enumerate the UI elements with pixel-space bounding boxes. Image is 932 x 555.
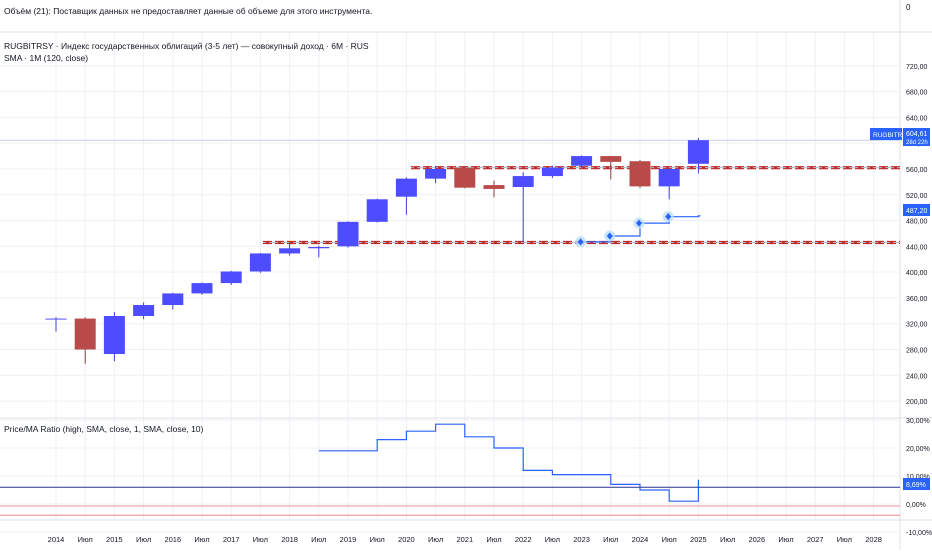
sma-marker [577,238,584,246]
candle-body [220,271,242,284]
volume-scale-value: 0 [906,3,911,12]
x-tick-label: Июл [136,535,151,544]
candle-body [454,167,476,188]
y-tick-label: 440,00 [906,244,928,251]
sma-marker [636,219,642,227]
candle-body [541,167,563,177]
y-tick-label: 240,00 [906,373,928,380]
candle-body [395,178,417,197]
x-tick-label: Июл [662,535,677,544]
ratio-tag-value: 8,69% [906,482,926,489]
main-title: RUGBITRSY · Индекс государственных облиг… [4,41,369,51]
grid [0,32,900,533]
x-tick-label: 2016 [164,535,181,544]
x-tick-label: 2027 [807,535,824,544]
candle-body [308,246,330,249]
x-tick-label: Июл [311,535,326,544]
ratio-label: Price/MA Ratio (high, SMA, close, 1, SMA… [4,424,204,434]
x-tick-label: 2025 [690,535,707,544]
y-tick-label: 680,00 [906,90,928,97]
y-tick-label: 20,00% [906,446,930,453]
y-tick-label: -10,00% [906,530,932,537]
ratio-y-axis[interactable]: 30,00% 20,00% 10,00% 0,00% -10,00% [906,418,932,537]
candle-body [279,248,301,254]
x-tick-label: 2019 [340,535,357,544]
candle-body [45,318,67,320]
y-tick-label: 480,00 [906,219,928,226]
y-tick-label: 320,00 [906,322,928,329]
x-tick-label: Июл [778,535,793,544]
candle-body [425,168,447,179]
candle-body [658,168,680,187]
candle-body [74,318,96,350]
candle-body [337,221,359,247]
x-tick-label: 2018 [281,535,298,544]
x-tick-label: 2026 [748,535,765,544]
candle-body [600,156,622,162]
x-tick-label: 2020 [398,535,415,544]
time-axis[interactable]: 2014 Июл 2015 Июл 2016 Июл 2017 Июл 2018 Июл 2019 И… [48,535,882,544]
x-tick-label: 2024 [632,535,649,544]
price-tag-symbol: RUGBITRSY [873,132,912,139]
main-y-axis[interactable]: 720,00680,00640,00600,00560,00520,00480,… [906,64,928,406]
candle-body [512,176,534,188]
candle-body [191,283,213,294]
candle-body [249,253,271,272]
sma-tag-value: 487,20 [906,208,928,215]
y-tick-label: 720,00 [906,64,928,71]
candle-body [483,185,505,189]
y-tick-label: 640,00 [906,115,928,122]
candle-body [629,161,651,187]
x-tick-label: 2015 [106,535,123,544]
x-tick-label: 2022 [515,535,532,544]
y-tick-label: 280,00 [906,348,928,355]
y-tick-label: 0,00% [906,502,926,509]
x-tick-label: 2023 [573,535,590,544]
y-tick-label: 200,00 [906,399,928,406]
x-tick-label: Июл [603,535,618,544]
x-tick-label: Июл [486,535,501,544]
sma-label: SMA · 1M (120, close) [4,53,88,63]
last-price-tag: RUGBITRSY 604,61 28d 22h [870,128,930,146]
x-tick-label: Июл [370,535,385,544]
x-tick-label: Июл [194,535,209,544]
x-tick-label: 2014 [48,535,65,544]
price-tag-countdown: 28d 22h [906,140,928,146]
candle-body [103,315,125,355]
sma-value-tag: 487,20 [903,204,930,216]
volume-label: Объём (21): Поставщик данных не предоста… [4,6,372,16]
candle-body [571,156,593,166]
y-tick-label: 30,00% [906,418,930,425]
x-tick-label: Июл [545,535,560,544]
x-tick-label: Июл [78,535,93,544]
y-tick-label: 360,00 [906,296,928,303]
sma-marker [606,232,613,240]
x-tick-label: 2028 [865,535,882,544]
main-chart-marks [0,138,900,364]
y-tick-label: 560,00 [906,167,928,174]
y-tick-label: 10,00% [906,474,930,481]
x-tick-label: Июл [253,535,268,544]
ratio-line [318,423,699,502]
price-tag-value: 604,61 [906,131,928,138]
x-tick-label: Июл [428,535,443,544]
x-tick-label: Июл [837,535,852,544]
candle-body [162,293,184,306]
candle-body [366,199,388,222]
x-tick-label: 2017 [223,535,240,544]
candle-body [687,140,709,164]
candle-body [133,305,155,316]
y-tick-label: 400,00 [906,270,928,277]
x-tick-label: 2021 [456,535,473,544]
x-tick-label: Июл [720,535,735,544]
ratio-chart-marks [0,423,900,516]
y-tick-label: 520,00 [906,193,928,200]
sma-marker [665,213,672,221]
ratio-value-tag: 8,69% [903,478,930,490]
